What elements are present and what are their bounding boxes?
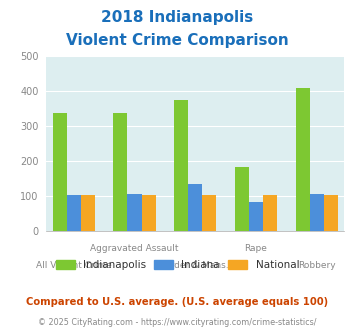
Text: Compared to U.S. average. (U.S. average equals 100): Compared to U.S. average. (U.S. average … bbox=[26, 297, 329, 307]
Text: 2018 Indianapolis: 2018 Indianapolis bbox=[102, 10, 253, 25]
Bar bbox=[174, 100, 188, 231]
Text: Robbery: Robbery bbox=[298, 261, 335, 270]
Text: All Violent Crime: All Violent Crime bbox=[36, 261, 111, 270]
Text: Aggravated Assault: Aggravated Assault bbox=[90, 244, 179, 253]
Text: © 2025 CityRating.com - https://www.cityrating.com/crime-statistics/: © 2025 CityRating.com - https://www.city… bbox=[38, 318, 317, 327]
Bar bbox=[296, 87, 310, 231]
Bar bbox=[324, 195, 338, 231]
Bar bbox=[127, 194, 142, 231]
Bar bbox=[310, 194, 324, 231]
Bar bbox=[67, 195, 81, 231]
Text: Rape: Rape bbox=[245, 244, 267, 253]
Bar bbox=[113, 113, 127, 231]
Text: Violent Crime Comparison: Violent Crime Comparison bbox=[66, 33, 289, 48]
Bar bbox=[202, 195, 217, 231]
Text: Murder & Mans...: Murder & Mans... bbox=[157, 261, 234, 270]
Bar bbox=[249, 202, 263, 231]
Bar bbox=[263, 195, 277, 231]
Bar bbox=[188, 184, 202, 231]
Bar bbox=[53, 113, 67, 231]
Bar bbox=[142, 195, 156, 231]
Bar bbox=[235, 167, 249, 231]
Bar bbox=[81, 195, 95, 231]
Legend: Indianapolis, Indiana, National: Indianapolis, Indiana, National bbox=[56, 260, 299, 270]
